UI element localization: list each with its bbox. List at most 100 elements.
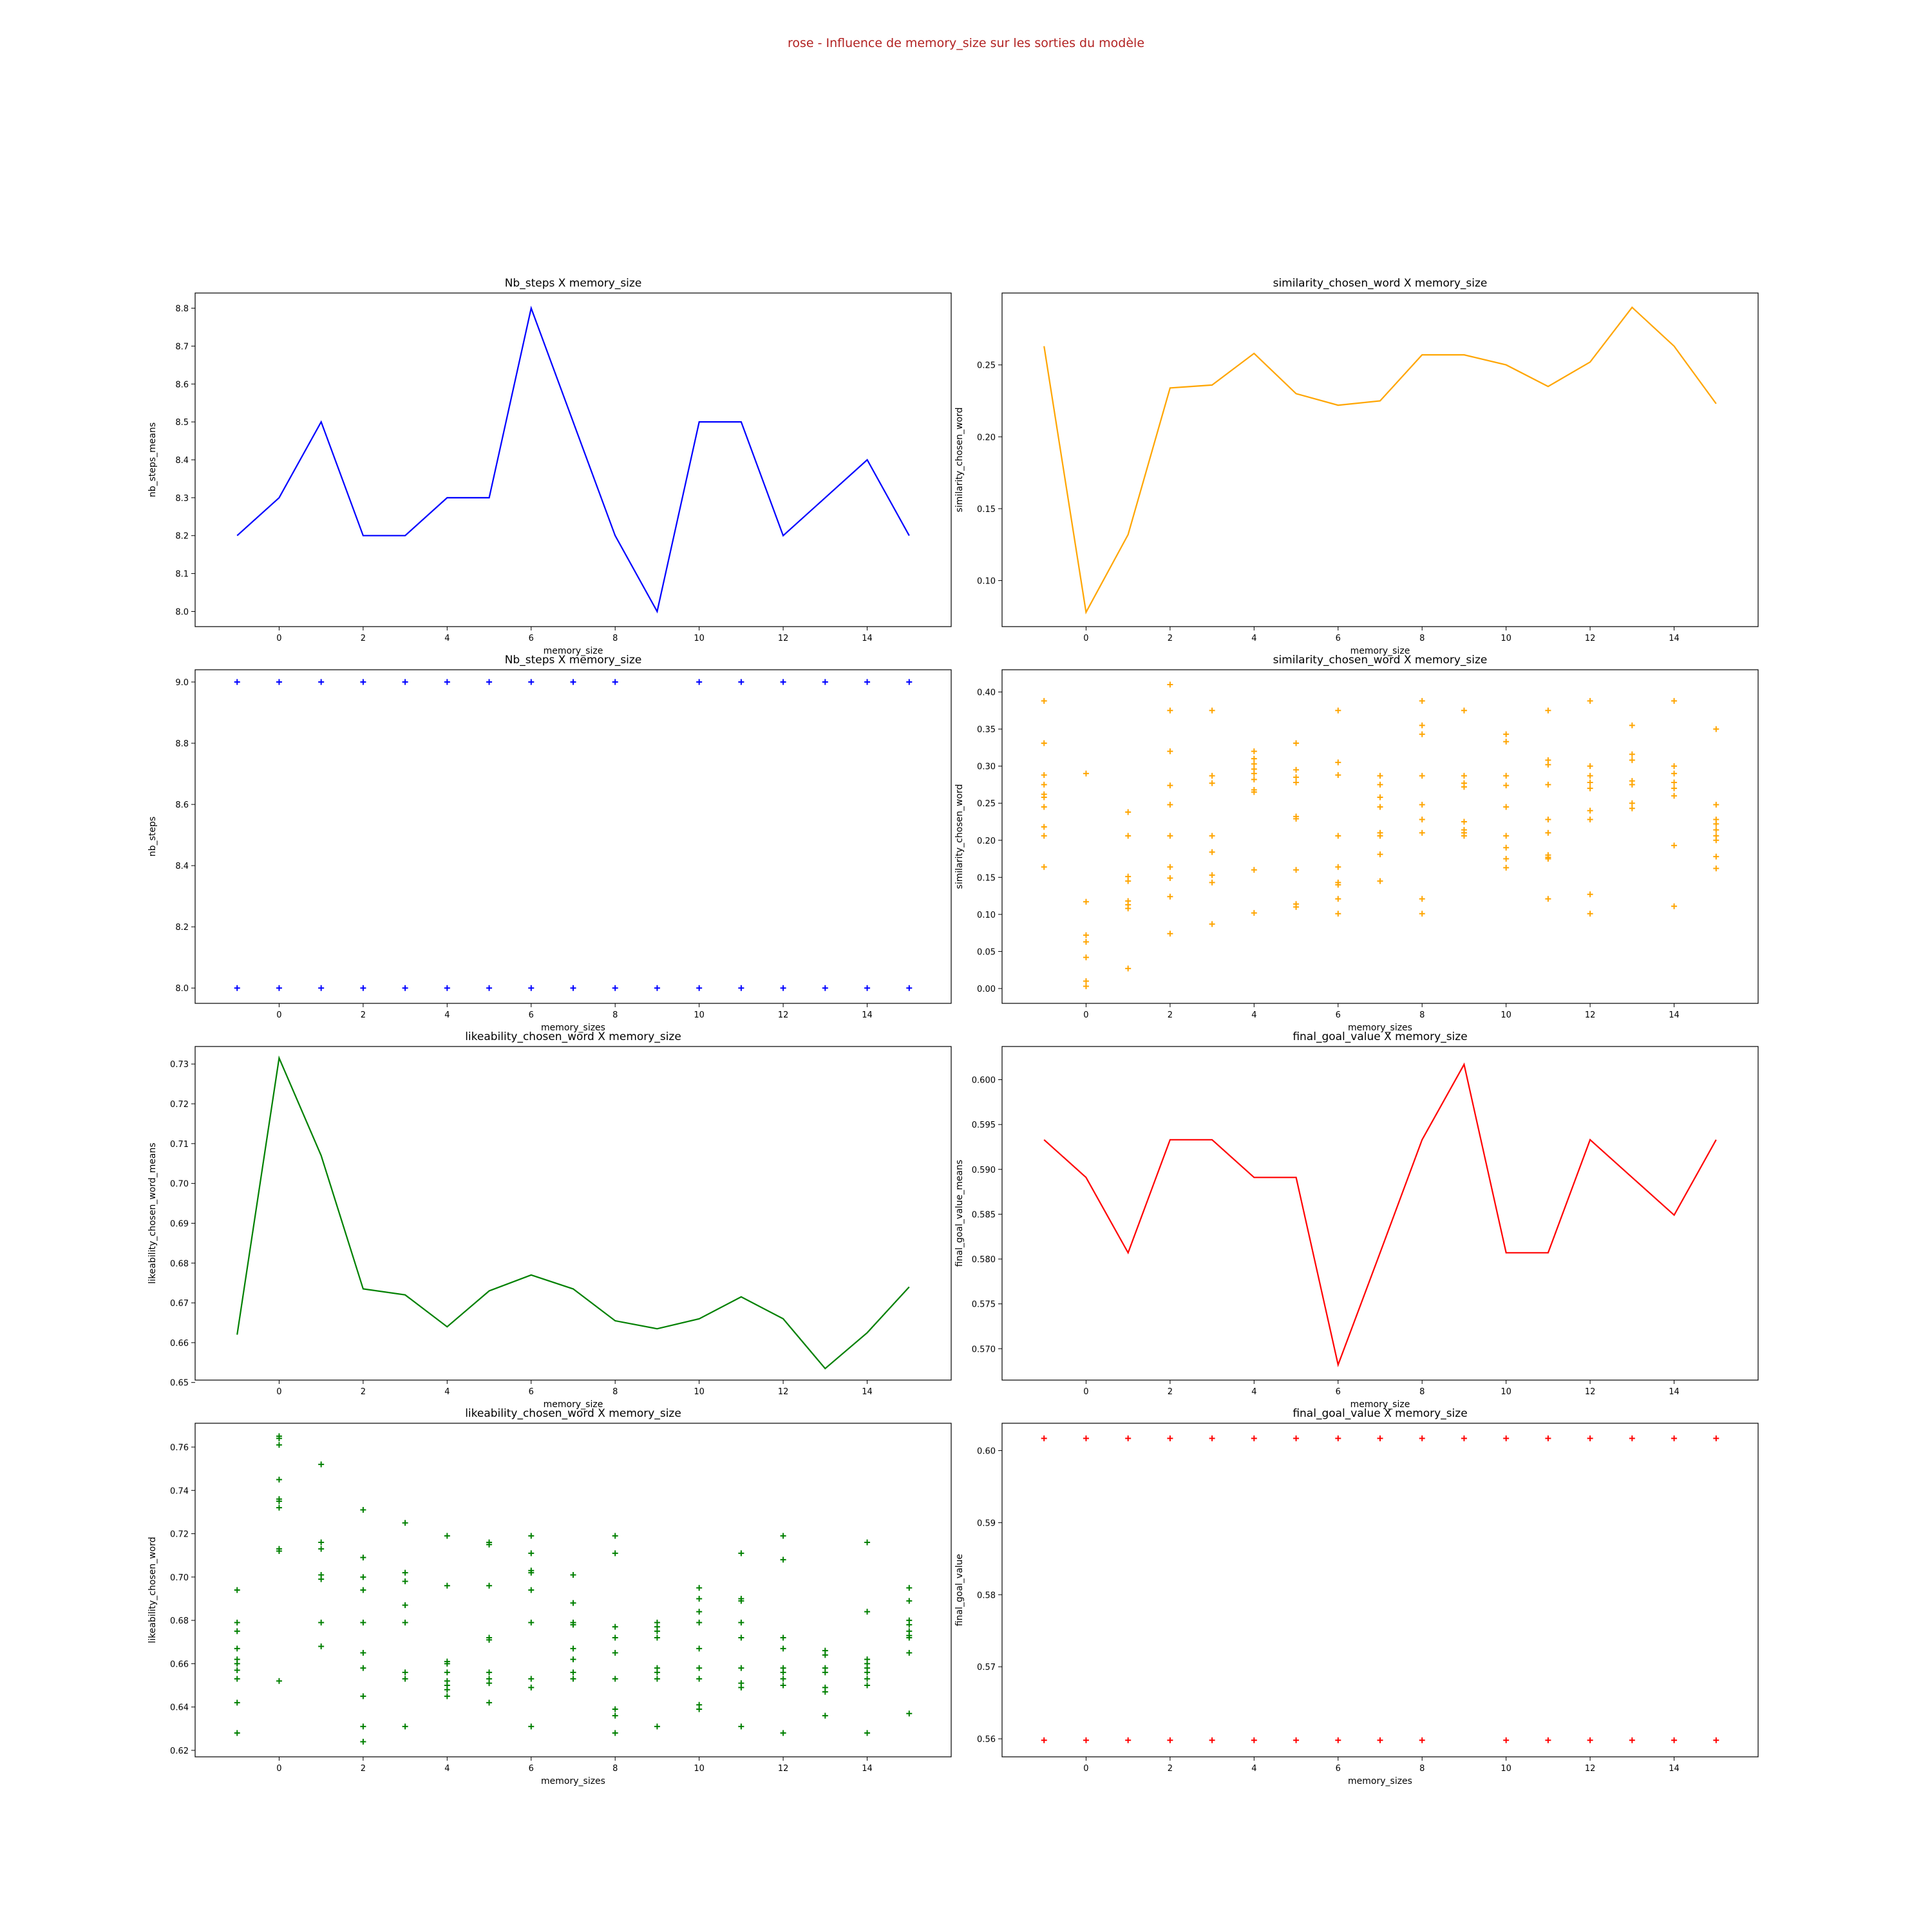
data-point [444, 679, 450, 685]
data-point [906, 1622, 913, 1628]
data-point [1083, 932, 1089, 938]
data-point [654, 1634, 660, 1641]
y-tick-label: 0.69 [170, 1219, 189, 1229]
data-point [738, 1550, 744, 1557]
data-point [234, 1730, 240, 1736]
data-point [1503, 731, 1510, 737]
data-point [402, 985, 408, 991]
data-point [1209, 1737, 1215, 1743]
y-tick-label: 0.580 [972, 1255, 996, 1265]
y-tick-label: 0.71 [170, 1140, 189, 1150]
axes-frame [1001, 292, 1759, 627]
data-point [318, 1539, 325, 1546]
subplot-4: similarity_chosen_word X memory_size 0 2 4 6… [954, 654, 1759, 1033]
data-point [276, 1504, 282, 1511]
y-tick-label: 0.05 [977, 947, 996, 957]
x-tick-label: 14 [862, 1387, 873, 1397]
data-point [1671, 785, 1678, 791]
x-tick-label: 2 [1168, 634, 1173, 643]
series-line [236, 1055, 910, 1370]
data-point [1293, 766, 1300, 773]
data-point [360, 679, 366, 685]
y-tick-label: 0.57 [977, 1663, 996, 1672]
y-tick-label: 8.7 [175, 342, 189, 352]
data-point [906, 1634, 913, 1641]
subplot-title: final_goal_value X memory_size [1293, 1030, 1467, 1043]
data-point [1251, 776, 1257, 782]
x-tick-label: 0 [276, 1387, 281, 1397]
data-point [1377, 773, 1383, 779]
data-point [1545, 1435, 1551, 1441]
x-tick-label: 8 [1419, 1764, 1425, 1774]
data-point [1167, 748, 1173, 755]
data-point [696, 1609, 703, 1615]
data-point [738, 1665, 744, 1671]
y-tick-label: 8.4 [175, 456, 189, 466]
y-tick-label: 8.1 [175, 570, 189, 580]
y-axis-label: similarity_chosen_word [954, 408, 965, 513]
data-point [1041, 824, 1047, 830]
data-point [864, 985, 871, 991]
x-tick-label: 4 [1251, 1010, 1256, 1020]
data-point [276, 1678, 282, 1684]
data-point [1503, 864, 1510, 871]
data-point [1545, 817, 1551, 823]
data-point [570, 1656, 576, 1663]
data-point [528, 1533, 535, 1539]
data-point [822, 1669, 828, 1676]
data-point [1419, 731, 1425, 737]
data-point [780, 985, 786, 991]
x-tick-label: 0 [276, 634, 281, 643]
x-tick-label: 12 [1585, 1010, 1596, 1020]
axes-frame [194, 292, 952, 627]
data-point [1587, 808, 1593, 814]
data-point [864, 1730, 871, 1736]
data-point [234, 1667, 240, 1673]
data-point [1587, 697, 1593, 704]
data-point [234, 1619, 240, 1625]
data-point [1713, 1737, 1719, 1743]
data-point [1671, 779, 1678, 786]
data-point [1461, 707, 1467, 714]
data-point [1293, 774, 1300, 781]
y-tick-label: 0.600 [972, 1076, 996, 1086]
x-tick-label: 4 [444, 634, 450, 643]
data-point [444, 1660, 450, 1667]
data-point [1671, 770, 1678, 777]
data-point [234, 1587, 240, 1593]
data-point [1671, 1435, 1678, 1441]
x-tick-label: 12 [1585, 634, 1596, 643]
axes-frame [1001, 1423, 1759, 1757]
data-point [1587, 911, 1593, 917]
data-point [654, 1669, 660, 1676]
data-point [1713, 726, 1719, 732]
data-point [444, 1693, 450, 1700]
x-tick-label: 14 [862, 1764, 873, 1774]
data-point [1629, 800, 1635, 806]
y-axis-label: likeability_chosen_word_means [147, 1142, 158, 1283]
x-tick-label: 12 [778, 1387, 789, 1397]
data-point [780, 1682, 786, 1689]
axes-frame [1001, 669, 1759, 1004]
x-tick-label: 12 [778, 1010, 789, 1020]
y-axis-label: likeability_chosen_word [147, 1537, 158, 1643]
x-axis-label: memory_size [1350, 646, 1410, 656]
data-point [360, 985, 366, 991]
x-tick-label: 4 [1251, 1387, 1256, 1397]
data-point [402, 679, 408, 685]
subplot-title: likeability_chosen_word X memory_size [465, 1030, 681, 1043]
data-point [1671, 763, 1678, 770]
data-point [1587, 891, 1593, 898]
data-point [318, 1461, 325, 1468]
y-tick-label: 0.65 [170, 1379, 189, 1388]
data-point [276, 985, 282, 991]
data-point [696, 985, 703, 991]
data-point [1041, 1435, 1047, 1441]
data-point [1167, 864, 1173, 870]
x-tick-label: 6 [1336, 1387, 1341, 1397]
data-point [1251, 1435, 1257, 1441]
data-point [1083, 983, 1089, 990]
y-tick-label: 0.35 [977, 725, 996, 735]
data-point [1629, 757, 1635, 763]
subplot-2: similarity_chosen_word X memory_size 0 2 4 6… [954, 277, 1759, 656]
